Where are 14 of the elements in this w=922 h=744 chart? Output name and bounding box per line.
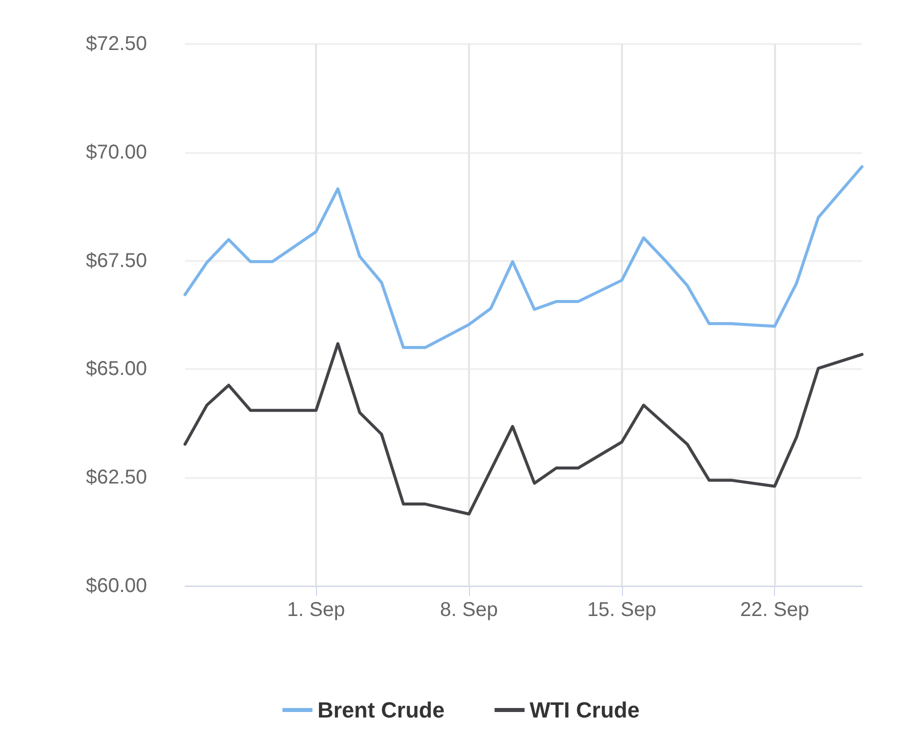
line-series (184, 342, 864, 516)
legend-label: WTI Crude (530, 698, 640, 722)
x-tick-label: 22. Sep (740, 599, 810, 621)
y-tick-label: $70.00 (86, 141, 147, 164)
y-tick-label: $60.00 (86, 575, 147, 597)
y-tick-label: $72.50 (86, 33, 147, 55)
line-series (184, 165, 864, 350)
y-tick-label: $65.00 (86, 358, 147, 380)
legend-label: Brent Crude (317, 698, 445, 722)
x-tick-label: 8. Sep (440, 599, 498, 621)
y-tick-label: $62.50 (86, 466, 147, 489)
y-tick-label: $67.50 (86, 250, 147, 272)
x-tick-label: 15. Sep (587, 599, 656, 621)
x-tick-label: 1. Sep (287, 599, 345, 621)
